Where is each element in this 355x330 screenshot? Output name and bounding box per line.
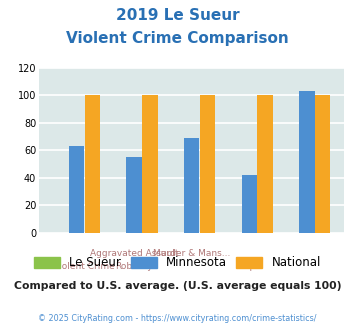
Text: 2019 Le Sueur: 2019 Le Sueur	[116, 8, 239, 23]
Bar	[126, 157, 142, 233]
Bar	[299, 91, 315, 233]
Bar	[200, 95, 215, 233]
Bar	[142, 95, 158, 233]
Text: © 2025 CityRating.com - https://www.cityrating.com/crime-statistics/: © 2025 CityRating.com - https://www.city…	[38, 314, 317, 323]
Bar	[315, 95, 331, 233]
Text: Violent Crime Comparison: Violent Crime Comparison	[66, 31, 289, 46]
Bar	[241, 175, 257, 233]
Text: All Violent Crime: All Violent Crime	[39, 262, 114, 271]
Bar	[184, 138, 200, 233]
Bar	[69, 146, 84, 233]
Text: Rape: Rape	[238, 262, 261, 271]
Text: Murder & Mans...: Murder & Mans...	[153, 249, 230, 258]
Bar	[257, 95, 273, 233]
Text: Compared to U.S. average. (U.S. average equals 100): Compared to U.S. average. (U.S. average …	[14, 281, 341, 291]
Text: Robbery: Robbery	[115, 262, 153, 271]
Legend: Le Sueur, Minnesota, National: Le Sueur, Minnesota, National	[29, 252, 326, 274]
Bar	[84, 95, 100, 233]
Text: Aggravated Assault: Aggravated Assault	[90, 249, 178, 258]
